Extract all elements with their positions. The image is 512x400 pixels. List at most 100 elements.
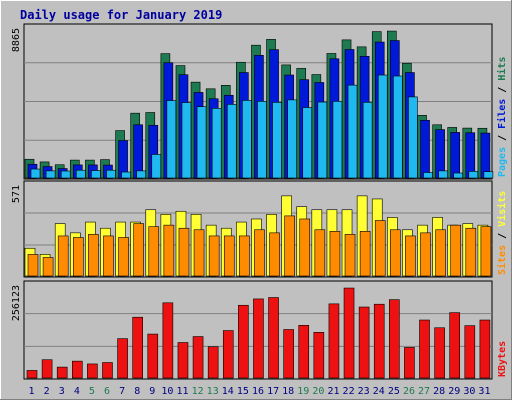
day-labels: 1 2 3 4 5 6 7 8 9 10 11 12 13 14 15 16 17 18 19 20 21 22 23 24 2… [29, 386, 491, 397]
bar-kbytes-day-3 [56, 366, 68, 379]
bar-pages-day-21 [332, 101, 343, 179]
bar-sites-day-7 [118, 237, 129, 277]
bar-kbytes-day-19 [298, 324, 310, 379]
bar-sites-day-5 [88, 234, 99, 277]
day-label: 17 [267, 386, 279, 397]
bar-sites-day-6 [103, 235, 114, 277]
legend-visits-sites: Sites / Visits [496, 191, 508, 275]
legend-separator: / [497, 129, 508, 147]
bar-sites-day-20 [314, 229, 326, 277]
bar-kbytes-day-25 [389, 299, 400, 379]
legend-item-sites: Sites [496, 245, 508, 275]
bar-sites-day-1 [27, 254, 39, 277]
bar-files-day-31 [480, 132, 491, 179]
bar-sites-day-2 [42, 257, 54, 277]
legend-item-files: Files [496, 99, 508, 129]
day-label: 2 [44, 386, 50, 397]
bar-pages-day-29 [453, 172, 464, 179]
bar-pages-day-25 [393, 75, 403, 179]
day-label: 12 [192, 386, 204, 397]
legend-item-kbytes: KBytes [497, 341, 508, 377]
bar-kbytes-day-15 [238, 304, 249, 379]
legend-item-hits: Hits [496, 57, 508, 81]
day-label: 24 [373, 386, 385, 397]
legend-hits-files-pages: Pages / Files / Hits [496, 57, 508, 177]
bar-kbytes-day-23 [358, 306, 370, 379]
bar-sites-day-16 [254, 229, 265, 277]
bar-sites-day-23 [359, 231, 371, 277]
bar-pages-day-19 [302, 107, 313, 179]
bar-pages-day-8 [136, 170, 146, 179]
bar-kbytes-day-21 [328, 303, 340, 379]
day-label: 29 [448, 386, 460, 397]
bar-pages-day-13 [211, 108, 222, 179]
bar-sites-day-11 [178, 227, 190, 277]
bar-kbytes-day-10 [162, 302, 174, 379]
day-label: 26 [403, 386, 415, 397]
bar-pages-day-6 [106, 169, 116, 179]
bar-sites-day-21 [329, 231, 341, 277]
y-max-label: 571 [11, 185, 22, 203]
day-label: 28 [433, 386, 445, 397]
bar-kbytes-day-27 [419, 319, 430, 379]
bar-pages-day-3 [60, 170, 71, 179]
bar-sites-day-30 [465, 227, 477, 277]
bar-pages-day-28 [438, 170, 448, 179]
bar-pages-day-11 [181, 102, 192, 179]
day-label: 14 [222, 386, 234, 397]
bar-kbytes-day-17 [268, 297, 279, 379]
bar-kbytes-day-11 [177, 342, 189, 379]
bar-kbytes-day-18 [283, 329, 294, 379]
bar-pages-day-1 [30, 168, 41, 179]
bar-pages-day-22 [347, 84, 358, 179]
bar-pages-day-9 [151, 154, 162, 179]
series-kbytes [26, 287, 491, 379]
day-label: 7 [119, 386, 125, 397]
day-label: 4 [74, 386, 80, 397]
day-label: 22 [343, 386, 355, 397]
bar-pages-day-31 [483, 171, 494, 179]
bar-files-day-8 [133, 124, 143, 179]
legend-item-pages: Pages [497, 147, 508, 177]
bar-kbytes-day-29 [449, 312, 461, 379]
day-label: 31 [478, 386, 490, 397]
bar-sites-day-12 [193, 229, 205, 277]
bar-sites-day-19 [299, 218, 311, 277]
bar-kbytes-day-16 [253, 298, 264, 379]
legend-separator: / [497, 81, 508, 99]
day-label: 25 [388, 386, 400, 397]
legend-kbytes: KBytes [497, 341, 508, 377]
bar-pages-day-20 [317, 101, 328, 179]
bar-pages-day-15 [242, 100, 252, 179]
day-label: 18 [282, 386, 294, 397]
bar-sites-day-3 [57, 235, 69, 277]
bar-pages-day-26 [408, 96, 418, 179]
bar-pages-day-30 [468, 171, 479, 179]
bar-kbytes-day-28 [434, 327, 445, 379]
bar-kbytes-day-12 [192, 336, 204, 379]
bar-sites-day-27 [420, 232, 431, 277]
bar-pages-day-23 [362, 102, 373, 179]
bar-pages-day-4 [75, 169, 86, 179]
day-label: 19 [297, 386, 309, 397]
chart-title: Daily usage for January 2019 [20, 8, 222, 22]
bar-kbytes-day-26 [404, 347, 415, 379]
bar-kbytes-day-14 [222, 330, 234, 379]
bar-pages-day-17 [272, 102, 282, 179]
bar-kbytes-day-22 [343, 287, 355, 379]
bar-kbytes-day-31 [479, 319, 491, 379]
bar-pages-day-18 [287, 99, 297, 179]
bar-sites-day-15 [239, 235, 250, 277]
bar-sites-day-29 [450, 224, 462, 277]
bar-files-day-29 [450, 132, 461, 179]
day-label: 23 [358, 386, 370, 397]
bar-pages-day-5 [91, 170, 101, 179]
bar-kbytes-day-20 [313, 332, 325, 379]
day-label: 16 [252, 386, 264, 397]
bar-sites-day-31 [480, 226, 492, 277]
bar-sites-day-25 [390, 229, 401, 277]
day-label: 13 [207, 386, 219, 397]
bar-sites-day-28 [435, 229, 446, 277]
bar-files-day-27 [420, 119, 430, 179]
